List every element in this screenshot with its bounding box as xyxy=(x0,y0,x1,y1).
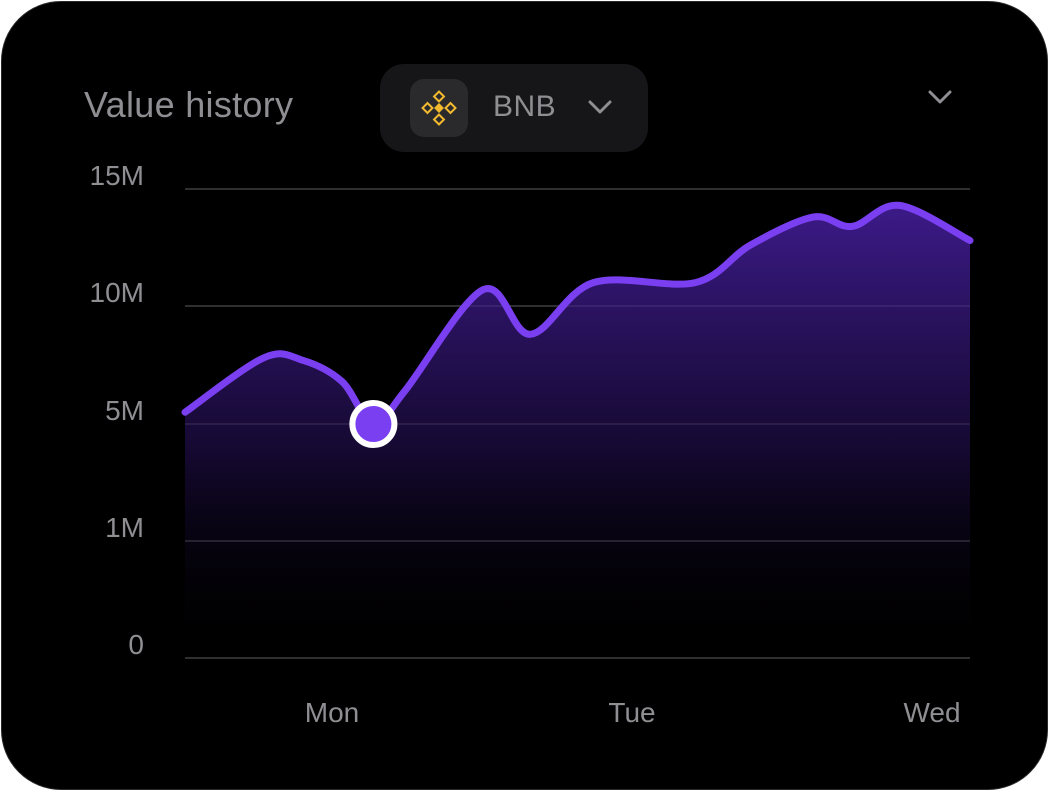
x-tick-label: Tue xyxy=(608,697,655,728)
chart-area xyxy=(185,205,970,658)
card-title: Value history xyxy=(84,84,294,125)
y-tick-label: 15M xyxy=(90,160,144,191)
series-line xyxy=(181,201,974,428)
y-tick-label: 10M xyxy=(90,277,144,308)
x-tick-label: Wed xyxy=(903,697,960,728)
asset-selector[interactable]: BNB xyxy=(380,64,648,152)
asset-label: BNB xyxy=(493,90,557,123)
chevron-down-icon[interactable] xyxy=(926,86,954,108)
chevron-down-icon xyxy=(588,100,612,114)
bnb-logo-icon xyxy=(410,79,468,137)
x-tick-label: Mon xyxy=(305,697,359,728)
highlighted-data-point[interactable] xyxy=(349,400,398,448)
y-tick-label: 0 xyxy=(128,629,144,660)
y-tick-label: 1M xyxy=(105,512,144,543)
y-tick-label: 5M xyxy=(105,395,144,426)
